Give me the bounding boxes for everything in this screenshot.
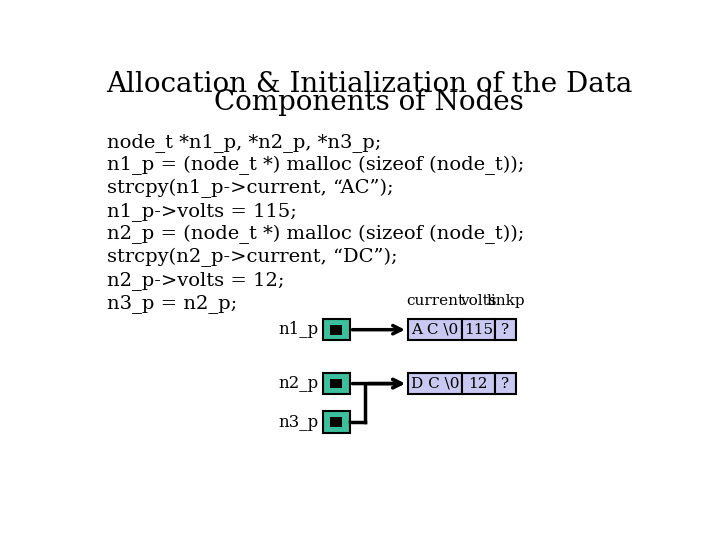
Text: strcpy(n2_p->current, “DC”);: strcpy(n2_p->current, “DC”);	[107, 248, 397, 267]
Bar	[495, 373, 516, 394]
Text: Allocation & Initialization of the Data: Allocation & Initialization of the Data	[106, 71, 632, 98]
Text: volts: volts	[460, 294, 497, 308]
Text: n2_p: n2_p	[279, 375, 319, 392]
Text: strcpy(n1_p->current, “AC”);: strcpy(n1_p->current, “AC”);	[107, 179, 394, 198]
Text: n2_p->volts = 12;: n2_p->volts = 12;	[107, 271, 284, 290]
Text: linkp: linkp	[486, 294, 525, 308]
Text: n3_p = n2_p;: n3_p = n2_p;	[107, 294, 238, 313]
Bar	[462, 319, 495, 340]
Text: A C \0: A C \0	[411, 323, 459, 336]
Bar	[330, 325, 342, 335]
Text: n1_p: n1_p	[279, 321, 319, 338]
Text: n1_p->volts = 115;: n1_p->volts = 115;	[107, 202, 297, 221]
Text: Components of Nodes: Components of Nodes	[214, 90, 524, 117]
Text: ?: ?	[501, 376, 510, 390]
Bar	[330, 379, 342, 388]
Bar	[330, 417, 342, 427]
Text: D C \0: D C \0	[410, 376, 459, 390]
Text: 115: 115	[464, 323, 492, 336]
Text: n1_p = (node_t *) malloc (sizeof (node_t));: n1_p = (node_t *) malloc (sizeof (node_t…	[107, 156, 524, 175]
Bar	[495, 319, 516, 340]
Text: n3_p: n3_p	[279, 414, 319, 430]
Text: current: current	[406, 294, 464, 308]
Bar	[408, 319, 462, 340]
Text: node_t *n1_p, *n2_p, *n3_p;: node_t *n1_p, *n2_p, *n3_p;	[107, 132, 382, 152]
Bar	[408, 373, 462, 394]
Text: 12: 12	[469, 376, 488, 390]
Bar	[323, 373, 350, 394]
Text: n2_p = (node_t *) malloc (sizeof (node_t));: n2_p = (node_t *) malloc (sizeof (node_t…	[107, 225, 524, 244]
Bar	[462, 373, 495, 394]
Bar	[323, 411, 350, 433]
Text: ?: ?	[501, 323, 510, 336]
Bar	[323, 319, 350, 340]
